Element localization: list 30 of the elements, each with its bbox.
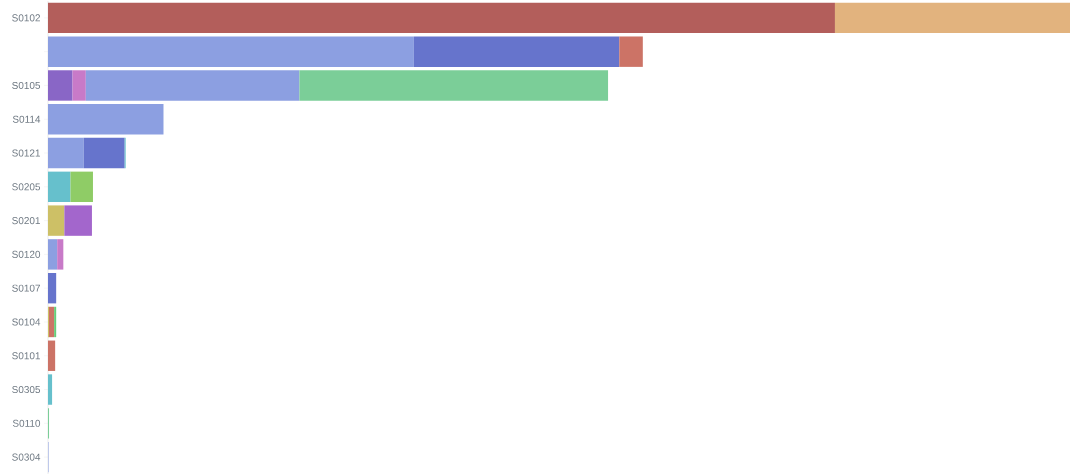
y-tick-label: S0120 — [12, 250, 41, 258]
y-tick-label: S0104 — [12, 318, 41, 326]
bar — [54, 306, 57, 338]
bar — [834, 2, 1070, 34]
y-tick-label: S0201 — [12, 217, 40, 225]
y-tick-label: S0105 — [12, 81, 41, 89]
bar — [70, 171, 93, 203]
bar — [48, 36, 414, 67]
bar — [72, 70, 86, 101]
bar — [619, 36, 643, 67]
bar — [413, 36, 620, 67]
y-tick-label: S0114 — [12, 115, 41, 123]
bar — [48, 137, 84, 169]
y-tick-label: S0205 — [12, 183, 41, 191]
y-tick-label: S0110 — [12, 419, 41, 427]
bar — [48, 104, 164, 135]
y-tick-label: S0102 — [12, 14, 40, 22]
bar — [299, 70, 609, 101]
y-tick-label: S0101 — [12, 352, 40, 360]
y-tick-label: S0304 — [12, 453, 41, 461]
bar — [48, 205, 65, 236]
bar — [48, 70, 73, 101]
bar — [48, 239, 58, 270]
bar — [83, 137, 125, 169]
y-tick-label: S0121 — [12, 149, 40, 157]
y-tick-label: S0107 — [12, 284, 40, 292]
bar — [57, 239, 64, 270]
bar — [64, 205, 92, 236]
y-tick-label: S0305 — [12, 386, 41, 394]
bar — [48, 2, 835, 34]
